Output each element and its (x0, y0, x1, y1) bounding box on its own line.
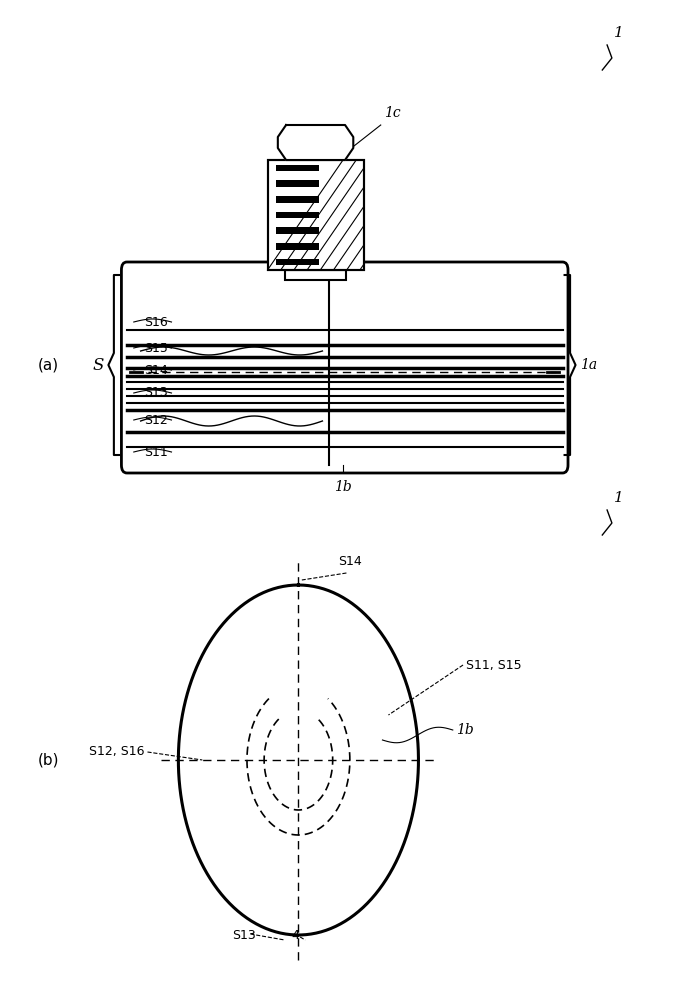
Text: S16: S16 (144, 316, 168, 328)
Text: 1b: 1b (456, 723, 474, 737)
Text: S13: S13 (232, 929, 255, 942)
Bar (276, 196, 319, 203)
Bar (276, 212, 319, 218)
Text: S13: S13 (144, 386, 168, 399)
Text: S14: S14 (338, 555, 362, 568)
Text: 1a: 1a (580, 358, 597, 372)
Text: 1: 1 (614, 491, 624, 505)
Bar (276, 180, 319, 187)
Bar (268, 160, 364, 270)
Text: 1c: 1c (384, 106, 401, 120)
Bar (276, 243, 319, 250)
FancyBboxPatch shape (121, 262, 568, 473)
Text: S: S (93, 357, 104, 373)
Text: S15: S15 (144, 342, 168, 355)
Text: 1: 1 (614, 26, 624, 40)
Text: S12, S16: S12, S16 (88, 746, 144, 758)
Text: S14: S14 (144, 363, 168, 376)
Bar (276, 165, 319, 171)
Text: S11, S15: S11, S15 (466, 658, 522, 672)
Polygon shape (278, 125, 353, 160)
Bar (276, 227, 319, 234)
Text: 4: 4 (291, 929, 299, 942)
Text: S11: S11 (144, 446, 168, 458)
Bar (285, 270, 346, 280)
Bar (268, 160, 364, 270)
Text: (a): (a) (38, 358, 59, 372)
Text: 1b: 1b (334, 480, 352, 494)
Text: S12: S12 (144, 414, 168, 426)
Text: (b): (b) (38, 752, 59, 768)
Bar (276, 259, 319, 265)
Polygon shape (178, 585, 418, 935)
